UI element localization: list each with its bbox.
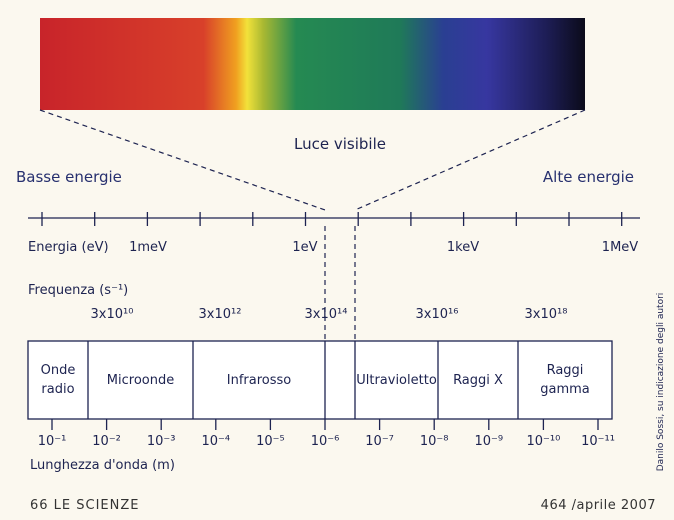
band-label: Raggi gamma (540, 363, 590, 397)
band: Onde radio (28, 341, 88, 419)
energy-axis-label: Energia (eV) (28, 240, 109, 255)
wavelength-tick-label: 10⁻¹⁰ (526, 434, 561, 449)
footer-right: 464 /aprile 2007 (540, 498, 656, 513)
projection-lines (39, 109, 586, 340)
wavelength-tick-label: 10⁻⁴ (201, 434, 231, 449)
energy-tick-label: 1MeV (601, 240, 639, 255)
frequency-tick-label: 3x10¹⁸ (524, 307, 568, 322)
high-energy-label: Alte energie (542, 168, 634, 186)
energy-tick-label: 1meV (129, 240, 167, 255)
band-label: Raggi X (453, 372, 503, 388)
frequency-tick-label: 3x10¹⁰ (90, 307, 134, 322)
band: Raggi gamma (518, 341, 612, 419)
wavelength-tick-label: 10⁻⁵ (256, 434, 285, 449)
band: Raggi X (438, 341, 518, 419)
wavelength-tick-label: 10⁻⁷ (365, 434, 394, 449)
wavelength-axis-label: Lunghezza d'onda (m) (30, 458, 175, 473)
visible-spectrum (40, 18, 585, 110)
band: Microonde (88, 341, 193, 419)
band-label: Ultravioletto (356, 372, 437, 388)
wavelength-tick-label: 10⁻¹¹ (581, 434, 615, 449)
visible-label: Luce visibile (294, 135, 386, 153)
band: Ultravioletto (355, 341, 438, 419)
frequency-axis-label: Frequenza (s⁻¹) (28, 283, 129, 298)
band: Infrarosso (193, 341, 325, 419)
band-label: Microonde (106, 372, 175, 388)
band-label: Onde radio (40, 363, 76, 397)
wavelength-tick-label: 10⁻¹ (37, 434, 67, 449)
wavelength-tick-label: 10⁻⁸ (419, 434, 449, 449)
credit: Danilo Sossi, su indicazione degli autor… (656, 292, 666, 472)
wavelength-tick-label: 10⁻² (92, 434, 121, 449)
wavelength-tick-label: 10⁻³ (146, 434, 176, 449)
frequency-tick-label: 3x10¹⁶ (415, 307, 459, 322)
wavelength-tick-label: 10⁻⁶ (310, 434, 340, 449)
wavelength-tick-label: 10⁻⁹ (474, 434, 504, 449)
footer-left: 66 LE SCIENZE (30, 498, 140, 513)
frequency-tick-label: 3x10¹⁴ (304, 307, 348, 322)
energy-tick-label: 1eV (292, 240, 318, 255)
energy-tick-label: 1keV (446, 240, 480, 255)
frequency-tick-label: 3x10¹² (198, 307, 242, 322)
axes (27, 212, 640, 430)
low-energy-label: Basse energie (16, 168, 122, 186)
band-label: Infrarosso (226, 372, 292, 388)
